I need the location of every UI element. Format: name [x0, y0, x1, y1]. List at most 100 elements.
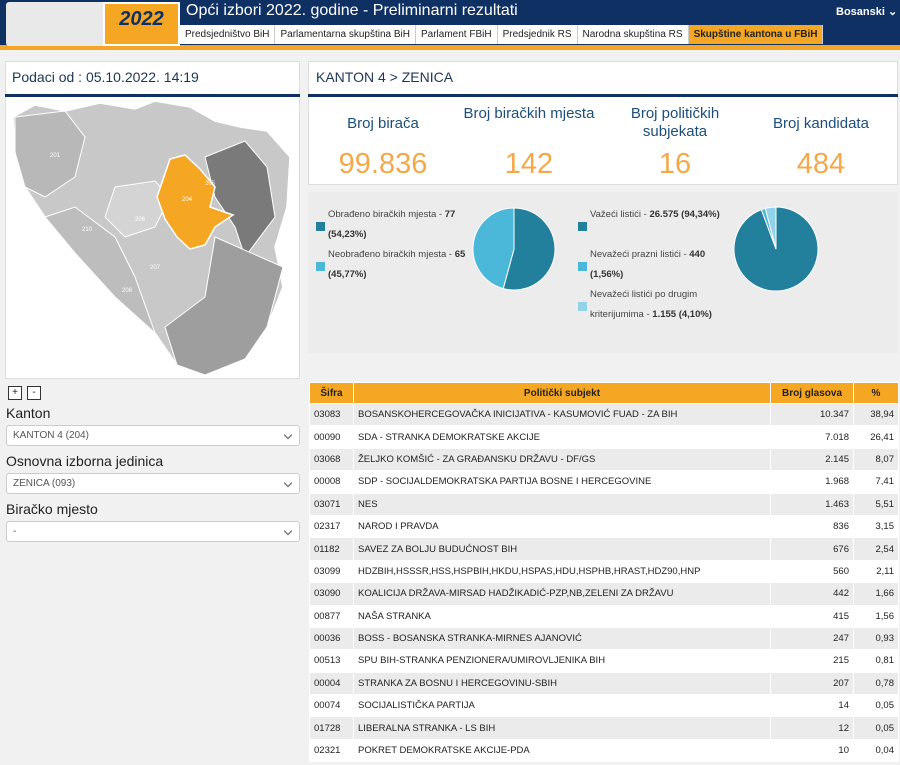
table-cell: 01728	[309, 716, 354, 740]
map-region	[164, 236, 284, 376]
table-cell: BOSANSKOHERCEGOVAČKA INICIJATIVA - KASUM…	[353, 402, 771, 427]
legend-swatch	[316, 222, 325, 231]
nav-tab[interactable]: Predsjedništvo BiH	[180, 25, 276, 44]
table-row: 03090 KOALICIJA DRŽAVA-MIRSAD HADŽIKADIĆ-…	[309, 582, 899, 606]
table-cell: 00004	[309, 671, 354, 696]
table-cell: SAVEZ ZA BOLJU BUDUĆNOST BIH	[353, 537, 771, 561]
table-row: 00090 SDA - STRANKA DEMOKRATSKE AKCIJE 7.0…	[309, 425, 899, 449]
table-cell: 560	[770, 559, 854, 584]
table-cell: 00074	[309, 694, 354, 718]
stat-value: 16	[658, 148, 692, 180]
map-label: 206	[135, 217, 146, 223]
table-cell: 215	[770, 649, 854, 673]
table-cell: 0,81	[853, 649, 899, 673]
pie-slice	[472, 207, 515, 290]
table-row: 00074 SOCIJALISTIČKA PARTIJA 14 0,05	[309, 694, 899, 718]
legend-item: Nevažeći prazni listići - 440 (1,56%)	[590, 245, 730, 285]
divider	[5, 94, 300, 97]
language-select[interactable]: Bosanski ⌄	[836, 6, 898, 18]
legend-item: Nevažeći listići po drugim kriterijumima…	[590, 285, 730, 325]
table-row: 00004 STRANKA ZA BOSNU I HERCEGOVINU-SBIH…	[309, 671, 899, 696]
map-region	[14, 110, 86, 198]
table-cell: 00090	[309, 425, 354, 449]
column-header: %	[853, 382, 899, 404]
table-cell: 442	[770, 582, 854, 606]
table-row: 03071 NES 1.463 5,51	[309, 492, 899, 516]
filter-select[interactable]: KANTON 4 (204)	[6, 425, 300, 446]
pie-slice	[764, 206, 777, 250]
table-cell: 03071	[309, 492, 354, 516]
nav-tab[interactable]: Narodna skupština RS	[577, 25, 689, 44]
nav-tab[interactable]: Parlament FBiH	[416, 25, 498, 44]
table-cell: 10.347	[770, 402, 854, 427]
pies	[472, 206, 819, 292]
filter-label: Osnovna izborna jedinica	[6, 453, 164, 469]
legend-value: 77 (54,23%)	[328, 209, 456, 240]
table-cell: SDA - STRANKA DEMOKRATSKE AKCIJE	[353, 425, 771, 449]
table-cell: 5,51	[853, 492, 899, 516]
legend-item: Obrađeno biračkih mjesta - 77 (54,23%)	[328, 205, 468, 245]
map-label: 205	[205, 181, 216, 187]
legend-swatch	[316, 262, 325, 271]
nav-tab[interactable]: Skupštine kantona u FBiH	[688, 25, 824, 44]
legend-value: 1.155 (4,10%)	[652, 309, 712, 320]
filter-value[interactable]: KANTON 4 (204)	[13, 430, 89, 441]
table-cell: 03090	[309, 582, 354, 606]
table-cell: 38,94	[853, 402, 899, 427]
table-cell: 00036	[309, 626, 354, 651]
table-cell: 03099	[309, 559, 354, 584]
table-cell: 7.018	[770, 425, 854, 449]
table-row: 03083 BOSANSKOHERCEGOVAČKA INICIJATIVA - …	[309, 402, 899, 427]
filter-value[interactable]: ZENICA (093)	[13, 478, 76, 489]
header-strip	[0, 45, 900, 50]
logo[interactable]: 2022	[103, 2, 180, 46]
legend-label: Neobrađeno biračkih mjesta -	[328, 249, 453, 260]
filter-select[interactable]: -	[6, 521, 300, 542]
table-cell: SOCIJALISTIČKA PARTIJA	[353, 694, 771, 718]
table-row: 02321 POKRET DEMOKRATSKE AKCIJE-PDA 10 0,04	[309, 738, 899, 763]
stat-value: 99.836	[338, 148, 428, 180]
table-cell: 2,54	[853, 537, 899, 561]
column-header: Šifra	[309, 382, 354, 404]
filter-label: Biračko mjesto	[6, 501, 98, 517]
legend-value: 26.575 (94,34%)	[649, 209, 720, 220]
map-label: 210	[82, 227, 93, 233]
table-cell: 7,41	[853, 470, 899, 494]
filter-select[interactable]: ZENICA (093)	[6, 473, 300, 494]
legend-label: Nevažeći listići po drugim kriterijumima…	[590, 289, 698, 320]
breadcrumb: KANTON 4 > ZENICA	[316, 69, 454, 85]
language[interactable]: Bosanski	[836, 6, 885, 18]
pie-slice	[502, 207, 556, 291]
map-selected-region[interactable]	[156, 154, 235, 250]
map-region	[204, 140, 276, 259]
table-cell: NAŠA STRANKA	[353, 604, 771, 628]
nav-tab[interactable]: Predsjednik RS	[497, 25, 578, 44]
table-cell: ŽELJKO KOMŠIĆ - ZA GRAĐANSKU DRŽAVU - DF…	[353, 447, 771, 472]
table-row: 00008 SDP - SOCIJALDEMOKRATSKA PARTIJA BO…	[309, 470, 899, 494]
nav-tab[interactable]: Parlamentarna skupština BiH	[275, 25, 416, 44]
table-cell: NAROD I PRAVDA	[353, 514, 771, 539]
legend-value: 65 (45,77%)	[328, 249, 466, 280]
tabs: Predsjedništvo BiH Parlamentarna skupštin…	[180, 25, 824, 44]
table-cell: 676	[770, 537, 854, 561]
table-cell: 12	[770, 716, 854, 740]
results-table: Šifra Politički subjekt Broj glasova% 0308…	[309, 382, 899, 763]
table-cell: 26,41	[853, 425, 899, 449]
stat-value: 484	[796, 148, 846, 180]
map-label: 204	[182, 197, 193, 203]
legend-value: 440 (1,56%)	[590, 249, 706, 280]
zoom-out[interactable]: -	[27, 386, 41, 400]
legend-swatch	[578, 302, 587, 311]
table-cell: 0,05	[853, 694, 899, 718]
table-cell: STRANKA ZA BOSNU I HERCEGOVINU-SBIH	[353, 671, 771, 696]
filter-label: Kanton	[6, 405, 51, 421]
table-row: 02317 NAROD I PRAVDA 836 3,15	[309, 514, 899, 539]
map-label: 201	[50, 153, 61, 159]
date-label: Podaci od : 05.10.2022. 14:19	[12, 69, 199, 85]
filter-value[interactable]: -	[13, 526, 17, 537]
map-region	[44, 206, 156, 334]
table-cell: SPU BIH-STRANKA PENZIONERA/UMIROVLJENIKA…	[353, 649, 771, 673]
zoom-in[interactable]: +	[8, 386, 22, 400]
table-cell: 1.463	[770, 492, 854, 516]
table-cell: 207	[770, 671, 854, 696]
